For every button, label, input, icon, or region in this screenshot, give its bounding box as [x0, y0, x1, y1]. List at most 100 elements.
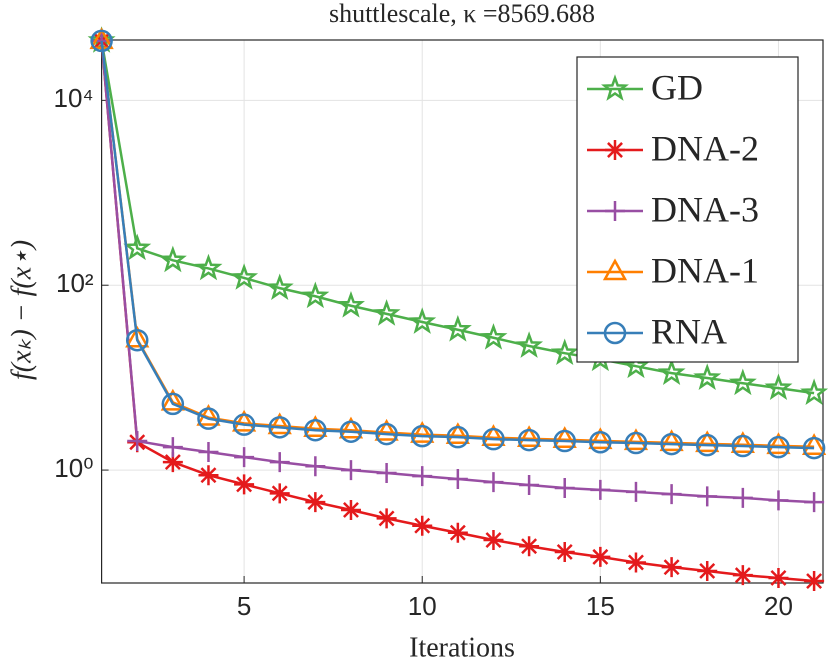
- marker: [304, 418, 327, 442]
- marker-part: [623, 428, 649, 451]
- marker-part: [90, 29, 113, 53]
- marker-part: [601, 74, 629, 101]
- x-axis-label: Iterations: [409, 632, 515, 663]
- marker-part: [554, 541, 575, 562]
- chart-title: shuttlescale, κ =8569.688: [329, 0, 595, 28]
- marker-part: [194, 253, 223, 281]
- marker-part: [269, 483, 290, 504]
- marker: [123, 233, 152, 261]
- marker-part: [412, 466, 433, 487]
- legend-label: GD: [651, 67, 703, 107]
- series-line: [100, 40, 815, 395]
- marker-part: [764, 373, 793, 401]
- marker-part: [625, 552, 646, 573]
- marker: [589, 430, 612, 454]
- marker-part: [412, 515, 433, 536]
- marker-part: [602, 258, 628, 281]
- marker-part: [234, 447, 255, 468]
- marker: [732, 565, 753, 586]
- marker: [605, 201, 625, 221]
- marker-part: [162, 452, 183, 473]
- marker-part: [125, 325, 150, 348]
- marker: [800, 378, 829, 406]
- x-tick-label: 20: [764, 591, 793, 621]
- marker-part: [269, 452, 290, 473]
- marker-part: [267, 412, 292, 435]
- marker: [410, 421, 435, 443]
- marker-part: [590, 546, 611, 567]
- marker-part: [447, 522, 468, 543]
- legend-label: DNA-2: [651, 128, 759, 168]
- marker-part: [447, 469, 468, 490]
- marker-part: [374, 418, 399, 441]
- marker: [446, 425, 470, 449]
- marker: [479, 323, 508, 350]
- marker-part: [234, 474, 255, 495]
- marker: [336, 291, 365, 318]
- marker: [372, 299, 401, 326]
- marker-part: [303, 415, 328, 437]
- marker-part: [375, 422, 398, 446]
- marker-part: [305, 492, 326, 513]
- marker: [554, 477, 575, 498]
- marker: [339, 420, 363, 443]
- marker-part: [728, 368, 757, 396]
- marker-part: [661, 484, 682, 505]
- marker-part: [483, 530, 504, 551]
- marker: [125, 325, 150, 348]
- marker-part: [158, 245, 187, 273]
- marker: [728, 368, 757, 396]
- marker-part: [588, 427, 613, 450]
- marker: [340, 460, 361, 481]
- x-tick-label: 5: [237, 591, 251, 621]
- marker: [590, 479, 611, 500]
- marker-part: [231, 409, 257, 432]
- marker: [695, 430, 720, 453]
- marker: [127, 431, 148, 452]
- marker-part: [481, 424, 506, 446]
- marker-part: [443, 315, 472, 342]
- marker-part: [802, 436, 826, 460]
- x-tick-label: 10: [408, 591, 437, 621]
- marker-part: [695, 433, 719, 457]
- marker: [554, 541, 575, 562]
- marker-part: [550, 338, 579, 366]
- marker-part: [410, 421, 435, 443]
- legend-label: RNA: [651, 311, 727, 351]
- marker: [550, 338, 579, 366]
- marker: [731, 434, 755, 458]
- marker-part: [552, 426, 577, 448]
- marker: [301, 281, 330, 309]
- marker-part: [376, 462, 397, 483]
- marker: [519, 474, 540, 495]
- marker: [231, 409, 257, 432]
- marker-part: [408, 307, 437, 334]
- marker: [481, 424, 506, 446]
- marker-part: [482, 427, 505, 451]
- marker: [657, 358, 686, 385]
- marker-part: [161, 392, 185, 416]
- marker-part: [605, 201, 625, 221]
- marker: [162, 452, 183, 473]
- marker: [482, 427, 505, 451]
- marker: [90, 29, 113, 53]
- marker: [160, 388, 185, 411]
- y-tick-label: 10²: [56, 268, 94, 298]
- marker: [801, 433, 827, 455]
- marker: [268, 416, 291, 439]
- marker-part: [445, 422, 470, 445]
- marker-part: [336, 291, 365, 318]
- marker-part: [767, 435, 790, 459]
- y-tick-label: 10⁰: [54, 453, 93, 483]
- x-tick-label: 15: [586, 591, 615, 621]
- marker: [804, 571, 825, 592]
- marker-part: [804, 492, 825, 513]
- marker: [601, 74, 629, 101]
- marker-part: [661, 557, 682, 578]
- marker: [338, 416, 364, 439]
- marker-part: [265, 273, 294, 301]
- marker: [269, 452, 290, 473]
- marker: [305, 492, 326, 513]
- marker: [158, 245, 187, 273]
- marker-part: [340, 499, 361, 520]
